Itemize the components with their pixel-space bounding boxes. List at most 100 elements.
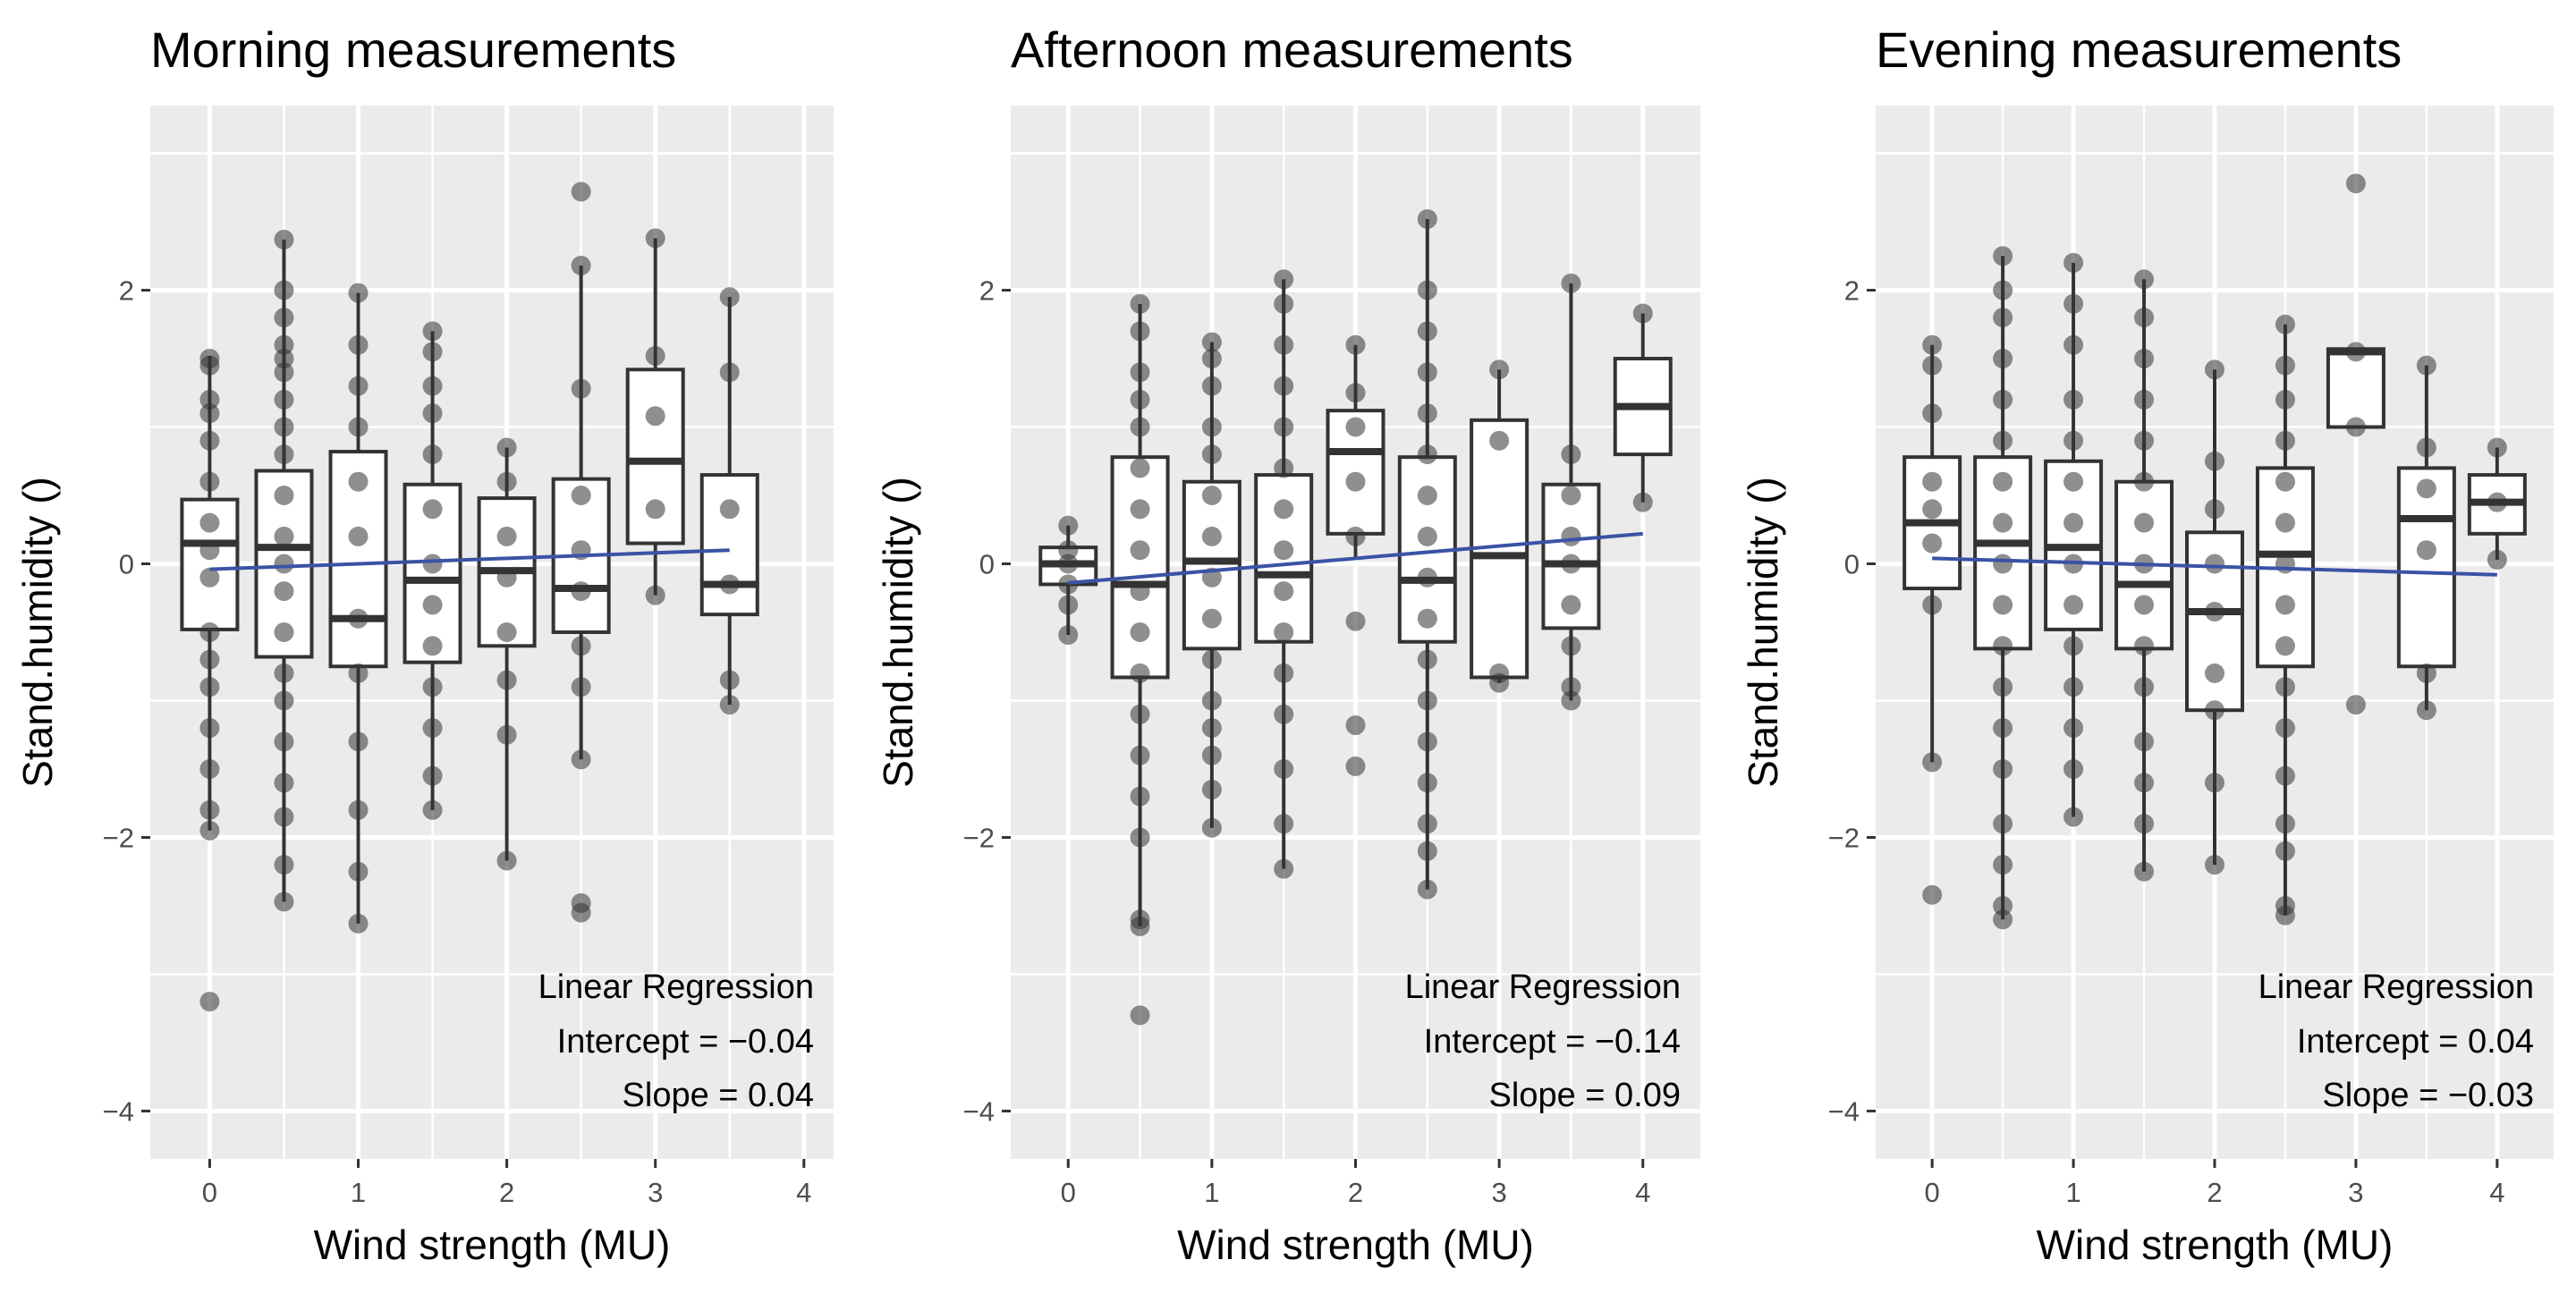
data-point <box>1130 321 1150 342</box>
data-point <box>2134 677 2155 698</box>
data-point <box>2205 855 2224 875</box>
x-axis-label: Wind strength (MU) <box>314 1222 671 1268</box>
data-point <box>274 581 294 602</box>
data-point <box>274 855 294 875</box>
data-point <box>496 526 517 546</box>
data-point <box>1417 526 1437 546</box>
data-point <box>2134 269 2155 290</box>
data-point <box>1345 756 1366 776</box>
data-point <box>274 362 294 383</box>
data-point <box>199 389 220 410</box>
data-point <box>1201 349 1222 369</box>
data-point <box>719 499 740 520</box>
data-point <box>1417 841 1437 861</box>
data-point <box>1130 458 1150 478</box>
data-point <box>1417 280 1437 300</box>
data-point <box>2134 349 2155 369</box>
data-point <box>1130 362 1150 383</box>
data-point <box>199 512 220 533</box>
data-point <box>1345 715 1366 736</box>
data-point <box>2063 677 2084 698</box>
data-point <box>2416 478 2436 499</box>
data-point <box>348 731 369 752</box>
data-point <box>1130 540 1150 561</box>
data-point <box>1201 444 1222 465</box>
data-point <box>348 526 369 546</box>
data-point <box>1274 458 1294 478</box>
plot-area-evening <box>1867 106 2554 1168</box>
data-point <box>1993 471 2013 492</box>
data-point <box>496 437 517 458</box>
data-point <box>1130 827 1150 848</box>
data-point <box>2205 663 2224 683</box>
data-point <box>199 567 220 588</box>
data-point <box>1201 332 1222 352</box>
intercept-label: Intercept = −0.14 <box>1424 1023 1681 1061</box>
data-point <box>1993 814 2013 834</box>
data-point <box>719 670 740 690</box>
xtick-label: 1 <box>1204 1177 1219 1208</box>
data-point <box>348 417 369 437</box>
data-point <box>1993 677 2013 698</box>
data-point <box>2063 595 2084 615</box>
data-point <box>1489 430 1510 451</box>
data-point <box>1922 403 1943 424</box>
data-point <box>1993 512 2013 533</box>
data-point <box>1993 389 2013 410</box>
data-point <box>1561 677 1581 698</box>
data-point <box>199 758 220 779</box>
data-point <box>1274 758 1294 779</box>
data-point <box>422 444 443 465</box>
data-point <box>199 649 220 670</box>
data-point <box>1993 280 2013 300</box>
data-point <box>199 540 220 561</box>
data-point <box>2134 389 2155 410</box>
data-point <box>645 499 665 520</box>
data-point <box>1130 1005 1150 1026</box>
data-point <box>2063 471 2084 492</box>
data-point <box>645 406 665 427</box>
data-point <box>1993 349 2013 369</box>
xtick-label: 4 <box>796 1177 811 1208</box>
data-point <box>2205 451 2224 471</box>
regression-label: Linear Regression <box>1405 968 1681 1006</box>
data-point <box>1274 293 1294 314</box>
data-point <box>1561 554 1581 574</box>
xtick-label: 2 <box>2207 1177 2222 1208</box>
data-point <box>2205 602 2224 622</box>
data-point <box>1417 773 1437 793</box>
data-point <box>2275 554 2295 574</box>
data-point <box>1130 704 1150 724</box>
data-point <box>2205 499 2224 520</box>
data-point <box>422 718 443 739</box>
data-point <box>2063 389 2084 410</box>
data-point <box>348 471 369 492</box>
data-point <box>1922 471 1943 492</box>
data-point <box>199 677 220 698</box>
ytick-label: −4 <box>963 1095 995 1127</box>
data-point <box>1058 574 1079 595</box>
data-point <box>1417 321 1437 342</box>
data-point <box>274 444 294 465</box>
data-point <box>1130 786 1150 807</box>
data-point <box>348 283 369 303</box>
data-point <box>199 622 220 642</box>
xtick-label: 2 <box>1348 1177 1363 1208</box>
data-point <box>1130 663 1150 683</box>
data-point <box>645 345 665 366</box>
data-point <box>274 417 294 437</box>
plot-area-morning <box>141 106 834 1168</box>
data-point <box>422 636 443 656</box>
data-point <box>1417 649 1437 670</box>
data-point <box>1993 430 2013 451</box>
data-point <box>1201 779 1222 799</box>
data-point <box>274 486 294 506</box>
data-point <box>719 695 740 715</box>
data-point <box>2275 512 2295 533</box>
data-point <box>2275 595 2295 615</box>
data-point <box>1993 909 2013 930</box>
data-point <box>2275 814 2295 834</box>
data-point <box>2275 471 2295 492</box>
panel-afternoon: −4 −2 0 2 0 1 2 3 4 Afternoon measuremen… <box>875 21 1700 1268</box>
